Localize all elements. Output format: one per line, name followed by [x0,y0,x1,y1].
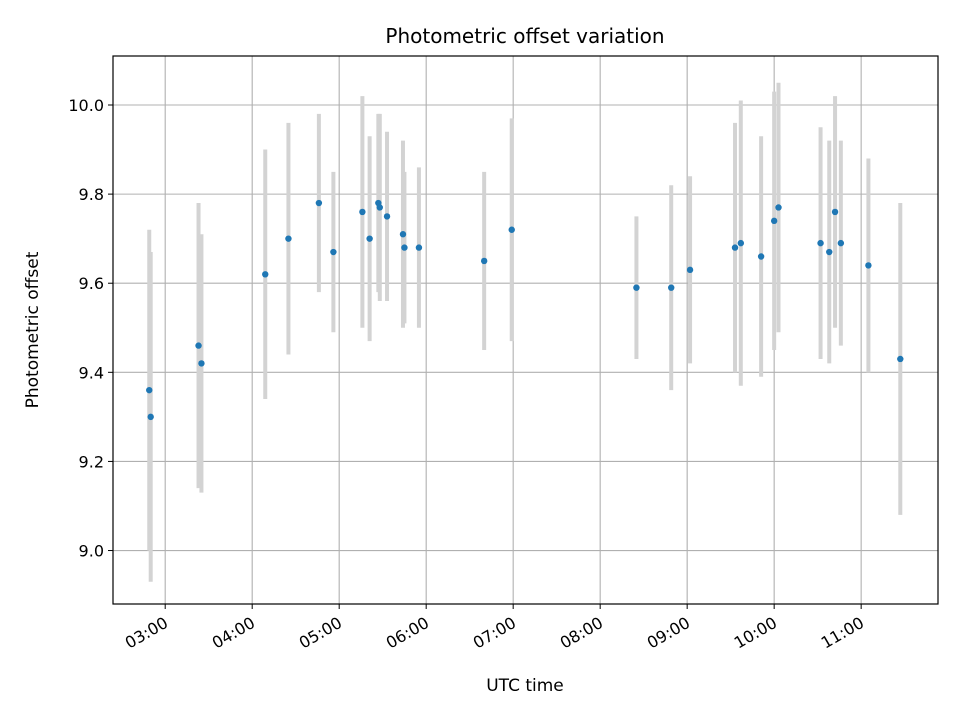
data-point [668,284,675,291]
data-point [770,217,778,225]
y-tick-label: 9.8 [79,185,104,204]
data-point [775,204,782,211]
x-axis-label: UTC time [486,676,564,696]
data-point [366,235,373,242]
data-point [826,248,833,256]
data-point [198,360,205,367]
data-point [285,235,292,242]
data-point [147,413,154,421]
plot-frame [112,55,939,605]
y-tick-label: 10.0 [68,96,104,115]
data-point [508,226,515,233]
data-point [480,257,488,265]
y-tick-label: 9.0 [79,542,104,561]
data-point [315,199,323,207]
y-tick-label: 9.4 [79,363,104,382]
data-point [359,208,366,216]
data-point [633,284,640,291]
data-point [195,342,202,349]
data-point [817,239,824,247]
chart-title: Photometric offset variation [385,24,664,48]
data-point [837,239,845,247]
data-point [383,213,391,220]
data-point [731,244,739,251]
data-point [330,248,337,256]
data-point [865,262,872,269]
data-point [415,244,423,251]
data-point [376,204,383,211]
data-point [737,239,745,247]
data-point [686,266,694,274]
y-axis-label: Photometric offset [23,251,43,408]
data-points [146,199,904,421]
data-point [757,253,765,260]
data-point [831,208,839,216]
data-point [399,231,407,238]
data-point [401,244,408,251]
y-tick-label: 9.2 [79,452,104,471]
data-point [262,271,269,278]
data-point [146,386,153,394]
data-point [897,355,904,363]
y-tick-label: 9.6 [79,274,104,293]
y-axis-ticks: 9.0 9.2 9.4 9.6 9.8 10.0 [68,96,113,561]
